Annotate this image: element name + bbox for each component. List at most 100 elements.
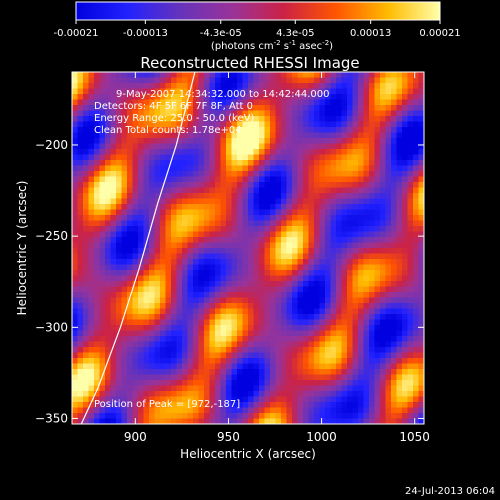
- heatmap-cell: [418, 226, 424, 233]
- heatmap-cell: [418, 132, 424, 139]
- heatmap-cell: [407, 418, 414, 424]
- heatmap-cell: [374, 407, 381, 414]
- heatmap-cell: [116, 363, 123, 370]
- heatmap-cell: [99, 127, 106, 134]
- heatmap-cell: [83, 88, 90, 95]
- heatmap-cell: [165, 286, 172, 293]
- heatmap-cell: [176, 215, 183, 222]
- solar-limb-curve: [80, 72, 196, 424]
- heatmap-cell: [259, 138, 266, 145]
- heatmap-cell: [215, 77, 222, 84]
- heatmap-cell: [121, 413, 128, 420]
- heatmap-cell: [330, 396, 337, 403]
- heatmap-cell: [231, 116, 238, 123]
- heatmap-cell: [270, 209, 277, 216]
- heatmap-cell: [270, 374, 277, 381]
- heatmap-cell: [380, 105, 387, 112]
- heatmap-cell: [347, 83, 354, 90]
- heatmap-cell: [198, 138, 205, 145]
- heatmap-cell: [270, 352, 277, 359]
- heatmap-cell: [171, 369, 178, 376]
- heatmap-cell: [303, 193, 310, 200]
- heatmap-cell: [303, 226, 310, 233]
- heatmap-cell: [160, 231, 167, 238]
- heatmap-cell: [204, 259, 211, 266]
- heatmap-cell: [105, 138, 112, 145]
- heatmap-cell: [127, 308, 134, 315]
- heatmap-cell: [237, 231, 244, 238]
- heatmap-cell: [407, 99, 414, 106]
- heatmap-cell: [149, 303, 156, 310]
- heatmap-cell: [330, 160, 337, 167]
- heatmap-cell: [138, 402, 145, 409]
- heatmap-cell: [259, 314, 266, 321]
- heatmap-cell: [154, 396, 161, 403]
- heatmap-cell: [198, 413, 205, 420]
- heatmap-cell: [132, 270, 139, 277]
- heatmap-cell: [330, 308, 337, 315]
- heatmap-cell: [94, 237, 101, 244]
- heatmap-cell: [270, 187, 277, 194]
- heatmap-cell: [325, 341, 332, 348]
- heatmap-cell: [132, 303, 139, 310]
- heatmap-cell: [270, 380, 277, 387]
- heatmap-cell: [341, 187, 348, 194]
- heatmap-cell: [149, 336, 156, 343]
- heatmap-cell: [165, 187, 172, 194]
- heatmap-cell: [242, 385, 249, 392]
- heatmap-cell: [402, 259, 409, 266]
- heatmap-cell: [286, 297, 293, 304]
- heatmap-cell: [292, 105, 299, 112]
- heatmap-cell: [143, 270, 150, 277]
- heatmap-cell: [209, 226, 216, 233]
- heatmap-cell: [385, 220, 392, 227]
- heatmap-cell: [248, 193, 255, 200]
- heatmap-cell: [220, 143, 227, 150]
- heatmap-cell: [215, 391, 222, 398]
- heatmap-cell: [418, 242, 424, 249]
- heatmap-cell: [171, 319, 178, 326]
- heatmap-cell: [270, 83, 277, 90]
- heatmap-cell: [308, 143, 315, 150]
- heatmap-cell: [259, 242, 266, 249]
- heatmap-cell: [198, 198, 205, 205]
- heatmap-cell: [336, 314, 343, 321]
- heatmap-cell: [248, 132, 255, 139]
- heatmap-cell: [363, 132, 370, 139]
- heatmap-cell: [83, 193, 90, 200]
- heatmap-cell: [198, 187, 205, 194]
- heatmap-cell: [330, 105, 337, 112]
- heatmap-cell: [264, 330, 271, 337]
- heatmap-cell: [88, 143, 95, 150]
- heatmap-cell: [165, 314, 172, 321]
- heatmap-cell: [88, 380, 95, 387]
- heatmap-cell: [99, 182, 106, 189]
- heatmap-cell: [204, 193, 211, 200]
- heatmap-cell: [72, 110, 79, 117]
- heatmap-cell: [418, 220, 424, 227]
- heatmap-cell: [198, 347, 205, 354]
- heatmap-cell: [363, 341, 370, 348]
- heatmap-cell: [193, 226, 200, 233]
- heatmap-cell: [319, 413, 326, 420]
- heatmap-cell: [226, 237, 233, 244]
- heatmap-cell: [352, 138, 359, 145]
- heatmap-cell: [132, 407, 139, 414]
- heatmap-cell: [319, 209, 326, 216]
- heatmap-cell: [248, 363, 255, 370]
- heatmap-cell: [226, 325, 233, 332]
- heatmap-cell: [176, 182, 183, 189]
- heatmap-cell: [209, 77, 216, 84]
- heatmap-cell: [72, 292, 79, 299]
- heatmap-cell: [121, 237, 128, 244]
- heatmap-cell: [292, 385, 299, 392]
- heatmap-cell: [176, 330, 183, 337]
- heatmap-cell: [319, 363, 326, 370]
- heatmap-cell: [319, 105, 326, 112]
- heatmap-cell: [127, 341, 134, 348]
- heatmap-cell: [198, 116, 205, 123]
- heatmap-cell: [286, 358, 293, 365]
- heatmap-cell: [380, 132, 387, 139]
- heatmap-cell: [94, 352, 101, 359]
- heatmap-cell: [418, 121, 424, 128]
